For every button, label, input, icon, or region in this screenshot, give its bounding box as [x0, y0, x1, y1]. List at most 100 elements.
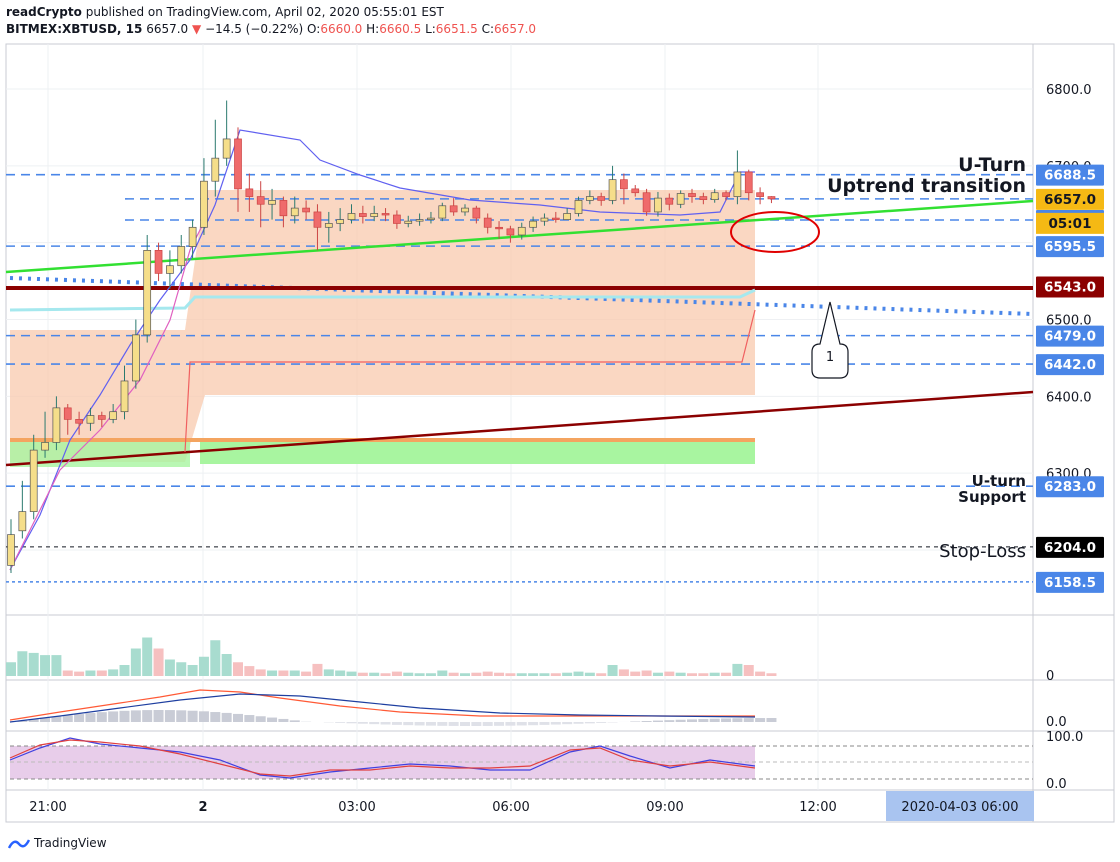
price-tag[interactable]: 6595.5	[1036, 236, 1104, 258]
candle[interactable]	[722, 190, 730, 201]
candle[interactable]	[393, 210, 401, 229]
candle[interactable]	[427, 211, 435, 224]
candle[interactable]	[290, 196, 299, 224]
candle[interactable]	[495, 221, 503, 239]
candle[interactable]	[132, 319, 140, 389]
candle[interactable]	[302, 200, 310, 220]
publisher-name[interactable]: readCrypto	[6, 5, 82, 19]
candle[interactable]	[211, 119, 220, 197]
candle[interactable]	[540, 213, 549, 226]
candle[interactable]	[585, 190, 594, 205]
candle[interactable]	[200, 158, 208, 235]
candle[interactable]	[256, 181, 265, 228]
candle[interactable]	[166, 250, 174, 289]
candle-body	[506, 228, 515, 236]
candle[interactable]	[688, 188, 696, 203]
candle[interactable]	[665, 193, 674, 211]
price-tag[interactable]: 6688.5	[1036, 164, 1104, 186]
candle[interactable]	[529, 216, 537, 232]
candle[interactable]	[86, 407, 95, 431]
candle[interactable]	[188, 219, 197, 259]
candle[interactable]	[18, 480, 27, 539]
candle[interactable]	[563, 208, 572, 220]
candle[interactable]	[733, 150, 742, 205]
macd-bar	[357, 722, 368, 724]
time-axis[interactable]: 21:00 2 03:00 06:00 09:00 12:00	[29, 800, 836, 815]
candle[interactable]	[620, 173, 628, 205]
candle[interactable]	[551, 211, 560, 223]
candle[interactable]	[381, 208, 390, 222]
candle[interactable]	[324, 211, 333, 243]
candle[interactable]	[97, 411, 106, 428]
price-tag-label: 6158.5	[1044, 575, 1096, 591]
green-trendline[interactable]	[5, 199, 1034, 274]
candle[interactable]	[234, 127, 242, 212]
candle[interactable]	[177, 234, 186, 274]
candle[interactable]	[7, 519, 15, 574]
macd-bar	[743, 718, 754, 722]
candle[interactable]	[109, 404, 118, 424]
candle[interactable]	[120, 365, 129, 420]
stoch-k-line	[9, 737, 756, 779]
candle[interactable]	[313, 204, 322, 251]
candle[interactable]	[336, 208, 344, 232]
candle-body	[551, 217, 560, 220]
candle[interactable]	[268, 188, 276, 220]
candle[interactable]	[756, 187, 764, 205]
candle[interactable]	[347, 204, 356, 224]
candle[interactable]	[75, 411, 83, 435]
price-tag[interactable]: 6479.0	[1036, 325, 1104, 347]
candle[interactable]	[472, 205, 481, 224]
candle-body	[120, 380, 129, 413]
price-tag[interactable]: 6158.5	[1036, 571, 1104, 593]
price-tag-label: 6283.0	[1044, 479, 1096, 495]
callout-box[interactable]	[811, 301, 849, 379]
candle[interactable]	[449, 198, 458, 216]
candle[interactable]	[29, 434, 38, 520]
candle[interactable]	[517, 222, 526, 240]
price-tag[interactable]: 6543.0	[1036, 276, 1104, 298]
price-tag[interactable]: 6204.0	[1036, 536, 1104, 558]
candle[interactable]	[483, 213, 492, 234]
candle[interactable]	[404, 215, 413, 228]
symbol-label[interactable]: BITMEX:XBTUSD, 15	[6, 22, 143, 36]
candle[interactable]	[143, 234, 152, 343]
maroon-trendline[interactable]	[5, 390, 1034, 467]
price-tag[interactable]: 6283.0	[1036, 476, 1104, 498]
candle[interactable]	[744, 169, 753, 201]
macd-bar	[369, 722, 380, 725]
candle[interactable]	[438, 202, 447, 222]
price-tag-bg	[1036, 325, 1104, 347]
candle[interactable]	[676, 190, 685, 209]
candle[interactable]	[654, 191, 662, 217]
candle[interactable]	[154, 242, 163, 282]
candle[interactable]	[631, 185, 640, 197]
candle[interactable]	[415, 213, 424, 226]
candle[interactable]	[279, 196, 288, 228]
candle[interactable]	[359, 205, 367, 224]
tradingview-brand[interactable]: TradingView	[34, 836, 107, 850]
candle[interactable]	[574, 196, 583, 217]
candle[interactable]	[245, 173, 254, 212]
candle[interactable]	[597, 192, 606, 206]
candle-body	[540, 217, 549, 222]
close-label: C:	[481, 22, 495, 36]
candle[interactable]	[461, 204, 469, 216]
candle[interactable]	[506, 225, 515, 243]
candle[interactable]	[370, 205, 379, 222]
candle[interactable]	[52, 396, 61, 451]
stoch-axis-top: 100.0	[1046, 730, 1083, 745]
candle[interactable]	[41, 411, 49, 458]
candle[interactable]	[608, 165, 617, 205]
price-tag[interactable]: 6442.0	[1036, 354, 1104, 376]
candle[interactable]	[767, 196, 776, 204]
candle[interactable]	[642, 188, 651, 216]
candle[interactable]	[63, 404, 72, 435]
candle[interactable]	[699, 192, 708, 205]
candle[interactable]	[710, 188, 719, 203]
price-tag[interactable]: 6657.0	[1036, 188, 1104, 210]
stoch-axis-bottom: 0.0	[1046, 777, 1067, 792]
candle[interactable]	[222, 100, 231, 166]
candle-body	[29, 449, 38, 512]
